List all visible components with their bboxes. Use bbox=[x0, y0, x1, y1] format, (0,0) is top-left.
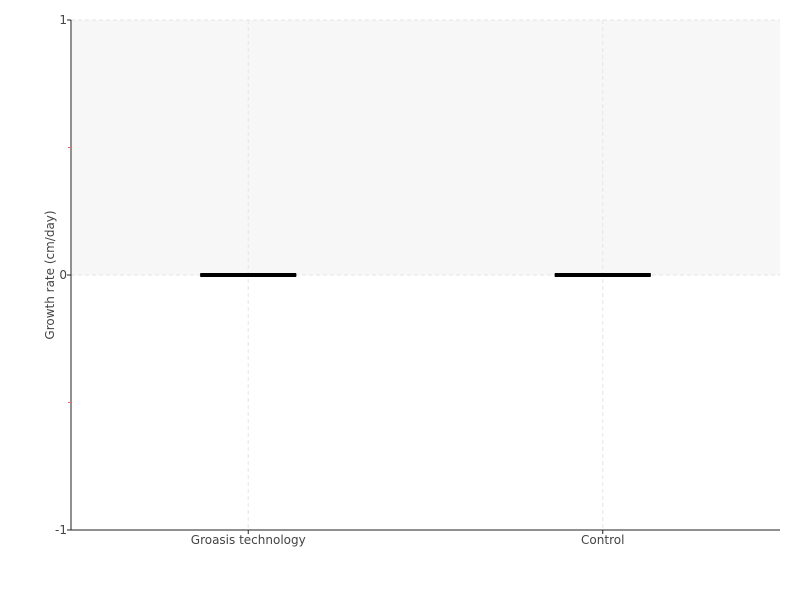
y-ticks: -1 0 1 bbox=[55, 13, 71, 537]
y-tick-label: 1 bbox=[59, 13, 67, 27]
y-tick-label: 0 bbox=[59, 268, 67, 282]
x-tick-label: Control bbox=[581, 533, 624, 547]
y-axis-label: Growth rate (cm/day) bbox=[43, 210, 57, 339]
x-tick-label: Groasis technology bbox=[191, 533, 306, 547]
y-tick-label: -1 bbox=[55, 523, 67, 537]
shaded-band bbox=[72, 20, 780, 275]
x-ticks: Groasis technology Control bbox=[191, 530, 624, 547]
box-marks bbox=[200, 273, 651, 277]
